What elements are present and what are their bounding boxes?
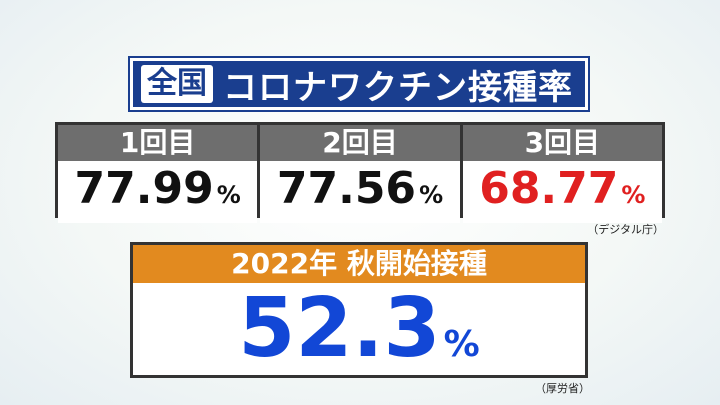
unit: % (443, 324, 480, 365)
column-label: 1回目 (58, 125, 258, 161)
value: 77.99 (74, 163, 214, 214)
column: 3回目 68.77% (462, 125, 662, 223)
autumn-box: 2022年 秋開始接種 52.3% (130, 242, 588, 378)
autumn-label: 2022年 秋開始接種 (133, 245, 585, 283)
badge: 全国 (141, 65, 213, 103)
rate: 68.77% (462, 161, 662, 223)
value: 68.77 (479, 163, 619, 214)
unit: % (216, 181, 241, 209)
source: （厚労省） (535, 382, 590, 395)
dose-table: 1回目 77.99% 2回目 77.56% 3回目 68.77% (55, 122, 665, 223)
column-label: 3回目 (462, 125, 662, 161)
value: 77.56 (276, 163, 417, 214)
source: （デジタル庁） (587, 223, 664, 236)
rate: 77.56% (260, 161, 460, 223)
value: 52.3 (238, 281, 441, 376)
title-bar: 全国 コロナワクチン接種率 (130, 58, 588, 110)
column: 2回目 77.56% (260, 125, 460, 223)
rate: 77.99% (58, 161, 258, 223)
autumn-rate: 52.3% (133, 283, 585, 391)
title: コロナワクチン接種率 (223, 67, 573, 108)
unit: % (621, 181, 646, 209)
unit: % (419, 181, 444, 209)
column: 1回目 77.99% (58, 125, 258, 223)
column-label: 2回目 (260, 125, 460, 161)
